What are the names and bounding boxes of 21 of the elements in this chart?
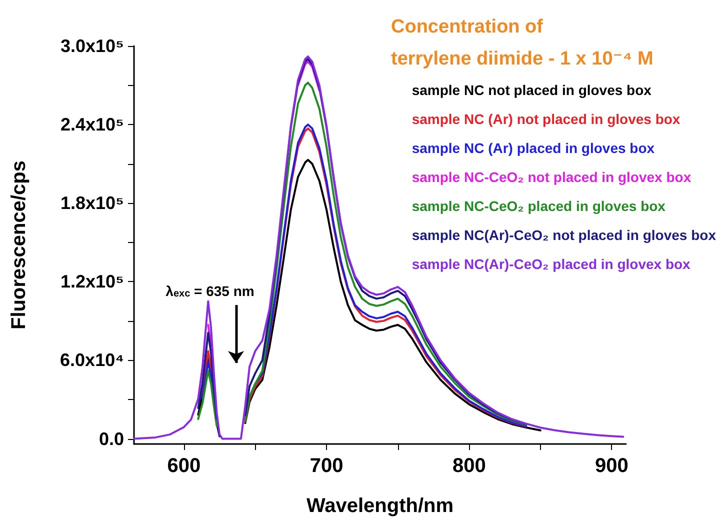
y-tick-label: 1.8x10⁵	[60, 193, 124, 214]
x-tick-label: 800	[452, 455, 486, 477]
annotation: λexc = 635 nm	[166, 283, 254, 300]
y-tick-label: 1.2x10⁵	[60, 272, 124, 292]
series-label: sample NC(Ar)-CeO₂ placed in glovex box	[412, 256, 691, 272]
text: sample NC not placed in gloves box	[412, 82, 652, 98]
y-tick-label: 0.0	[98, 428, 124, 449]
x-tick-label: 900	[595, 455, 628, 477]
y-tick-label: 2.4x10⁵	[60, 114, 124, 135]
text: sample NC-CeO₂ not placed in glovex box	[412, 169, 692, 185]
chart-title: Concentration of terrylene diimide - 1 x 10⁻⁴ M	[391, 16, 654, 70]
x-axis-title: Wavelength/nm	[306, 495, 454, 517]
text: sample NC(Ar)-CeO₂ not placed in gloves box	[412, 227, 716, 243]
x-tick-label: 600	[167, 455, 201, 477]
text: sample NC (Ar) placed in gloves box	[412, 140, 655, 156]
text: sample NC-CeO₂ placed in gloves box	[412, 198, 666, 214]
y-axis-title: Fluorescence/cps	[8, 160, 30, 330]
y-tick-label: 6.0x10⁴	[60, 350, 124, 370]
x-tick-label: 700	[310, 455, 344, 477]
text: sample NC (Ar) not placed in gloves box	[412, 111, 680, 127]
y-tick-label: 3.0x10⁵	[60, 36, 124, 56]
